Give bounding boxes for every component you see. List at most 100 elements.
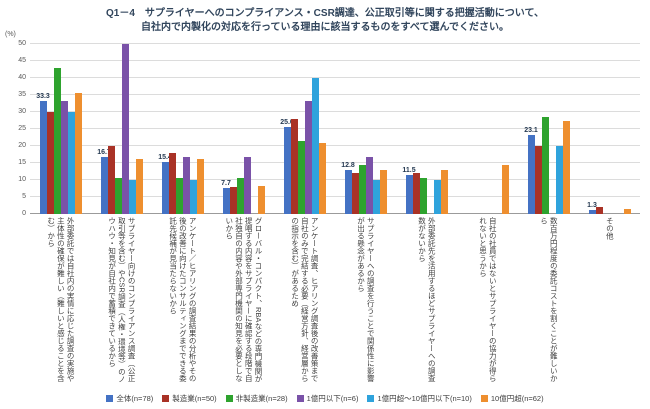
legend-label: 全体(n=78) xyxy=(116,394,154,403)
bar xyxy=(412,173,420,214)
bar xyxy=(196,159,204,214)
bar xyxy=(189,180,197,214)
category-label: 数百万円程度の委託コストを割くことが難しいから xyxy=(539,217,559,382)
bar: 33.3 xyxy=(36,93,50,214)
grid-line xyxy=(30,77,640,78)
legend-swatch xyxy=(106,395,114,402)
bar-group: 7.7 xyxy=(213,44,274,214)
y-tick-label: 15 xyxy=(18,159,26,166)
category-cell: 外部委託先を活用するほどサプライヤーへの調査数がないから xyxy=(396,217,457,383)
grid-line xyxy=(30,94,640,95)
bar xyxy=(541,116,549,214)
grid-line xyxy=(30,111,640,112)
grid-line xyxy=(30,179,640,180)
y-tick-label: 25 xyxy=(18,125,26,132)
grid-line xyxy=(30,60,640,61)
bar xyxy=(562,120,570,214)
bar xyxy=(595,207,603,214)
category-cell: アンケート／ヒアリングの調査結果の分析やその後の改善に向けたコンサルティングまで… xyxy=(152,217,213,383)
bar xyxy=(107,146,115,214)
data-label: 16.7 xyxy=(97,149,111,157)
category-cell: その他 xyxy=(579,217,640,383)
legend-label: 1億円以下(n=6) xyxy=(306,394,359,403)
bar xyxy=(128,180,136,214)
bar: 25.6 xyxy=(280,119,294,214)
legend-item: 10億円超(n=62) xyxy=(480,393,544,404)
bar-group: 33.3 xyxy=(30,44,91,214)
bar xyxy=(372,180,380,214)
y-tick-label: 30 xyxy=(18,108,26,115)
bar xyxy=(175,177,183,214)
grid-line xyxy=(30,162,640,163)
bar xyxy=(351,173,359,214)
category-label: 外部委託では自社内の実情に応じた調査の実施や主体性の確保が難しい（難しいと感じる… xyxy=(46,217,76,382)
grid-line xyxy=(30,145,640,146)
y-tick-label: 45 xyxy=(18,57,26,64)
bar xyxy=(419,177,427,214)
x-axis-line xyxy=(30,213,640,214)
bar xyxy=(60,100,68,214)
category-cell: グローバル・コンパクト、RBAなどの専門機関が提唱する内容をサプライヤーに確認す… xyxy=(213,217,274,383)
y-tick-label: 40 xyxy=(18,74,26,81)
category-label: 外部委託先を活用するほどサプライヤーへの調査数がないから xyxy=(417,217,437,382)
bar xyxy=(379,170,387,214)
bar: 15.4 xyxy=(158,154,172,214)
bar-group: 23.1 xyxy=(518,44,579,214)
category-label: アンケート／ヒアリングの調査結果の分析やその後の改善に向けたコンサルティングまで… xyxy=(168,217,198,382)
bar-group: 11.5 xyxy=(396,44,457,214)
bar-group xyxy=(457,44,518,214)
legend: 全体(n=78) 製造業(n=50) 非製造業(n=28) 1億円以下(n=6) 1億円… xyxy=(0,393,650,404)
category-cell: 数百万円程度の委託コストを割くことが難しいから xyxy=(518,217,579,383)
category-cell: 外部委託では自社内の実情に応じた調査の実施や主体性の確保が難しい（難しいと感じる… xyxy=(30,217,91,383)
grid-line xyxy=(30,43,640,44)
bar: 12.8 xyxy=(341,162,355,214)
bar xyxy=(623,208,631,214)
legend-swatch xyxy=(225,395,233,402)
y-tick-label: 50 xyxy=(18,40,26,47)
bar xyxy=(135,159,143,214)
bar xyxy=(290,118,298,214)
bar xyxy=(304,100,312,214)
chart-title-line2: 自社内で内製化の対応を行っている理由に該当するものをすべて選んでください。 xyxy=(141,22,509,33)
legend-label: 10億円超(n=62) xyxy=(490,394,544,403)
plot-area: 33.3 16.7 15.4 7.7 25.6 12.8 11.5 23.1 1.3 xyxy=(30,43,640,214)
data-label: 23.1 xyxy=(524,127,538,135)
data-label: 12.8 xyxy=(341,162,355,170)
bar xyxy=(365,157,373,214)
bar: 7.7 xyxy=(221,180,231,214)
bar xyxy=(53,68,61,214)
legend-label: 非製造業(n=28) xyxy=(235,394,288,403)
chart-title: Q1－4 サプライヤーへのコンプライアンス・CSR調達、公正取引等に関する把握活… xyxy=(0,7,650,35)
legend-item: 製造業(n=50) xyxy=(162,393,217,404)
bar xyxy=(236,177,244,214)
bar: 23.1 xyxy=(524,127,538,214)
x-axis-category-labels: 外部委託では自社内の実情に応じた調査の実施や主体性の確保が難しい（難しいと感じる… xyxy=(30,217,640,383)
bar: 16.7 xyxy=(97,149,111,214)
data-label: 15.4 xyxy=(158,153,172,161)
bar xyxy=(358,165,366,214)
bar-group: 16.7 xyxy=(91,44,152,214)
y-tick-label: 35 xyxy=(18,91,26,98)
bar xyxy=(243,157,251,214)
legend-item: 非製造業(n=28) xyxy=(225,393,288,404)
bar xyxy=(534,146,542,214)
category-cell: 自社の社員ではないとサプライヤーの協力が得られないと思うから xyxy=(457,217,518,383)
category-label: グローバル・コンパクト、RBAなどの専門機関が提唱する内容をサプライヤーに確認す… xyxy=(224,217,263,383)
bar-group: 12.8 xyxy=(335,44,396,214)
y-tick-label: 20 xyxy=(18,142,26,149)
category-label: アンケート調査、ヒアリング調査後の改善策まで自社のみで完結する必要（経営方針、経… xyxy=(290,217,320,382)
bar xyxy=(182,157,190,214)
bar xyxy=(433,180,441,214)
legend-swatch xyxy=(162,395,170,402)
y-tick-label: 0 xyxy=(22,210,26,217)
legend-swatch xyxy=(480,395,488,402)
bar xyxy=(114,177,122,214)
category-cell: サプライヤー向けのコンプライアンス調査（公正取引等を含む）やCSR調査（人権・環… xyxy=(91,217,152,383)
legend-item: 1億円以下(n=6) xyxy=(296,393,359,404)
bar xyxy=(257,186,265,214)
data-label: 33.3 xyxy=(36,92,50,100)
grid-line xyxy=(30,196,640,197)
legend-label: 1億円超～10億円以下(n=10) xyxy=(377,394,472,403)
category-cell: アンケート調査、ヒアリング調査後の改善策まで自社のみで完結する必要（経営方針、経… xyxy=(274,217,335,383)
bar: 11.5 xyxy=(402,167,416,214)
